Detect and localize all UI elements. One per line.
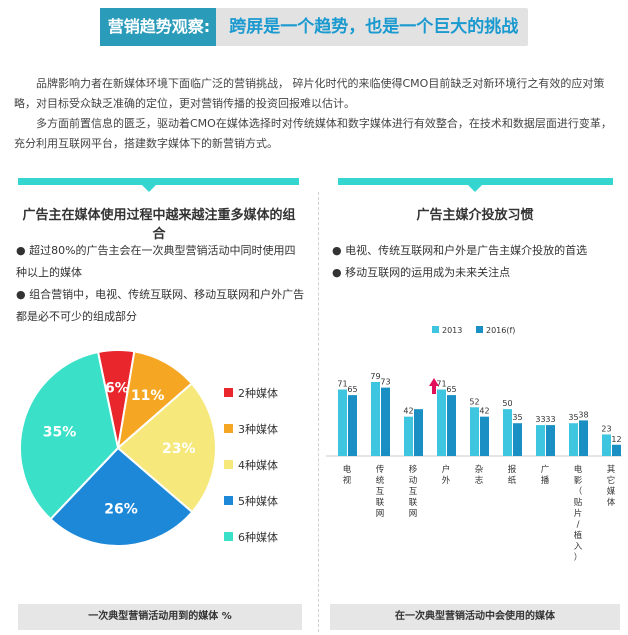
legend-label: 3种媒体 [238, 422, 278, 436]
bar [546, 425, 555, 456]
left-panel-bullets: ● 超过80%的广告主会在一次典型营销活动中同时使用四种以上的媒体 ● 组合营销… [16, 240, 306, 328]
left-panel-title: 广告主在媒体使用过程中越来越注重多媒体的组合 [22, 208, 296, 242]
bar-value-label: 42 [403, 407, 413, 416]
right-panel-bullets: ● 电视、传统互联网和户外是广告主媒介投放的首选 ● 移动互联网的运用成为未来关… [332, 240, 622, 284]
intro-paragraph-2: 多方面前置信息的匮乏，驱动着CMO在媒体选择时对传统媒体和数字媒体进行有效整合，… [14, 117, 612, 150]
legend-label: 4种媒体 [238, 458, 278, 472]
category-label: 传统互联网 [376, 464, 385, 519]
category-label: 广播 [541, 464, 550, 486]
legend-label: 2013 [442, 326, 462, 335]
bar [503, 409, 512, 456]
pie-slice [116, 382, 217, 514]
bar-value-label: 33 [545, 415, 555, 424]
bar-value-label: 33 [535, 415, 545, 424]
category-label: 电影（贴片/植入） [574, 464, 583, 563]
pie-slice [19, 350, 120, 521]
left-accent-notch [142, 185, 156, 192]
bar-value-label: 50 [502, 399, 512, 408]
left-accent-bar [18, 178, 299, 185]
panel-divider [318, 192, 319, 632]
bar [371, 382, 380, 456]
bar-value-label: 38 [578, 410, 588, 419]
bar [381, 387, 390, 456]
left-bullet-2: ● 组合营销中，电视、传统互联网、移动互联网和户外广告都是必不可少的组成部分 [16, 288, 305, 323]
pie-slice-label: 23% [162, 441, 196, 457]
legend-swatch [476, 326, 483, 333]
pie-slice-label: 26% [104, 502, 138, 518]
right-footer-caption: 在一次典型营销活动中会使用的媒体 [330, 604, 620, 630]
bar [470, 407, 479, 456]
legend-label: 2016(f) [486, 326, 515, 335]
pie-chart: 6% 11% 23% 26% 35% 2种媒体 3种媒体 4种媒体 5种媒体 6种媒体 [19, 349, 278, 547]
legend-swatch [224, 388, 233, 397]
bar [437, 389, 446, 456]
bar-value-label: 35 [568, 413, 578, 422]
bar-value-label: 79 [370, 372, 380, 381]
bar-value-label: 52 [469, 397, 479, 406]
bar [348, 395, 357, 456]
bar [447, 395, 456, 456]
bar-value-label: 71 [337, 379, 347, 388]
intro-paragraph-1: 品牌影响力者在新媒体环境下面临广泛的营销挑战， 碎片化时代的来临使得CMO目前缺… [14, 77, 605, 110]
legend-swatch [224, 532, 233, 541]
bar-value-label: 73 [380, 378, 390, 387]
bar [602, 434, 611, 456]
category-label: 其它媒体 [607, 465, 616, 508]
bar-value-label: 65 [347, 385, 357, 394]
category-label: 电视 [343, 464, 352, 486]
bar [612, 444, 621, 456]
pie-slice-label: 6% [105, 380, 129, 396]
bar [579, 420, 588, 456]
intro-text: 品牌影响力者在新媒体环境下面临广泛的营销挑战， 碎片化时代的来临使得CMO目前缺… [14, 74, 618, 154]
legend-label: 5种媒体 [238, 494, 278, 508]
bar-value-label: 42 [479, 407, 489, 416]
bar [338, 389, 347, 456]
category-label: 杂志 [475, 465, 484, 486]
bar-value-label: 65 [446, 385, 456, 394]
bar-value-label: 12 [611, 435, 621, 444]
pie-slice [116, 350, 194, 451]
page-header: 营销趋势观察: 跨屏是一个趋势，也是一个巨大的挑战 [0, 8, 628, 46]
bar-value-label: 35 [512, 413, 522, 422]
bar-value-label: 23 [601, 424, 611, 433]
pie-slice [49, 446, 194, 547]
left-footer-caption: 一次典型营销活动用到的媒体 % [18, 604, 302, 630]
right-accent-bar [338, 178, 613, 185]
left-bullet-1: ● 超过80%的广告主会在一次典型营销活动中同时使用四种以上的媒体 [16, 244, 296, 279]
bar [569, 423, 578, 456]
legend-swatch [224, 496, 233, 505]
legend-swatch [224, 460, 233, 469]
category-label: 移动互联网 [409, 464, 418, 519]
bar [536, 425, 545, 456]
title-left-label: 营销趋势观察: [99, 8, 217, 46]
title-right-label: 跨屏是一个趋势，也是一个巨大的挑战 [229, 17, 519, 37]
legend-swatch [432, 326, 439, 333]
category-label: 报纸 [508, 464, 517, 486]
legend-swatch [224, 424, 233, 433]
legend-label: 2种媒体 [238, 386, 278, 400]
right-bullet-1: ● 电视、传统互联网和户外是广告主媒介投放的首选 [332, 244, 588, 257]
pie-slice-label: 35% [43, 424, 77, 440]
category-label: 户外 [442, 464, 451, 486]
bar-chart: 2013 2016(f)7165电视7973传统互联网42移动互联网7165户外5… [326, 326, 622, 563]
bar [513, 423, 522, 456]
highlight-arrow-icon [429, 378, 439, 394]
bar [480, 416, 489, 456]
right-panel-title: 广告主媒介投放习惯 [416, 208, 534, 223]
right-bullet-2: ● 移动互联网的运用成为未来关注点 [332, 266, 511, 279]
pie-slice-label: 11% [131, 388, 165, 404]
bar-value-label: 71 [436, 379, 446, 388]
bar [404, 416, 413, 456]
title-banner: 营销趋势观察: 跨屏是一个趋势，也是一个巨大的挑战 [99, 8, 529, 46]
legend-label: 6种媒体 [238, 530, 278, 544]
right-accent-notch [468, 185, 482, 192]
bar [414, 409, 423, 456]
